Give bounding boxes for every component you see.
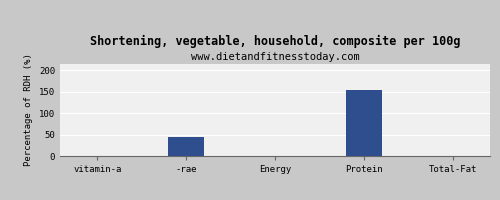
Bar — [346, 90, 382, 156]
Y-axis label: Percentage of RDH (%): Percentage of RDH (%) — [24, 54, 34, 166]
Title: Shortening, vegetable, household, composite per 100g: Shortening, vegetable, household, compos… — [90, 34, 460, 48]
Text: www.dietandfitnesstoday.com: www.dietandfitnesstoday.com — [190, 52, 360, 62]
Bar — [168, 137, 204, 156]
